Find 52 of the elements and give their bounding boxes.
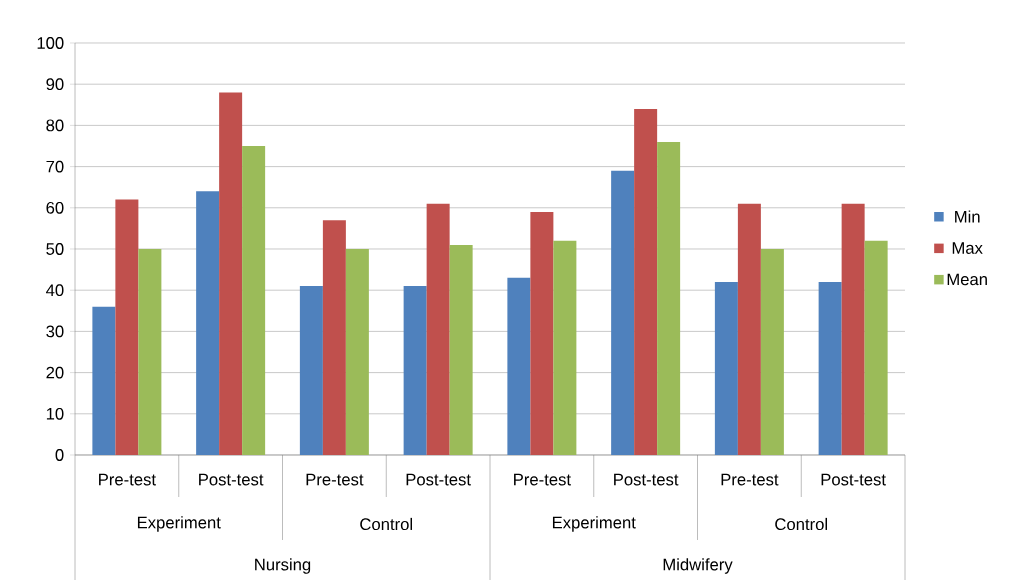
bar — [818, 281, 842, 455]
text: Nursing — [255, 558, 311, 574]
bar — [737, 203, 761, 455]
bar — [449, 244, 473, 455]
bar — [634, 108, 658, 455]
bar — [841, 203, 865, 455]
y-tick-label: 30 — [46, 325, 64, 338]
bar — [92, 306, 116, 455]
y-tick-label: 0 — [55, 449, 64, 461]
y-tick-label: 90 — [46, 78, 64, 91]
text: Control — [775, 517, 827, 531]
y-tick-label: 100 — [37, 37, 64, 49]
bar — [242, 146, 266, 455]
y-tick-label: 70 — [46, 160, 64, 173]
text: Experiment — [552, 516, 636, 532]
text: Midwifery — [663, 558, 733, 574]
bar — [611, 170, 635, 455]
y-tick-label: 80 — [46, 119, 64, 132]
bar — [507, 277, 531, 455]
bar — [345, 249, 369, 455]
bar — [426, 203, 450, 455]
bar — [657, 141, 681, 455]
legend-label: Mean — [947, 273, 987, 286]
bar — [714, 281, 738, 455]
x-tick-label: Pre-test — [99, 473, 156, 486]
bar — [322, 220, 346, 455]
bar — [553, 240, 577, 455]
bar — [299, 286, 323, 455]
legend-label: Min — [955, 210, 980, 223]
y-tick-label: 60 — [46, 201, 64, 214]
y-tick-label: 10 — [46, 407, 64, 420]
y-tick-label: 20 — [46, 366, 64, 379]
x-tick-label: Post-test — [406, 473, 471, 486]
y-tick-label: 40 — [46, 284, 64, 297]
x-tick-label: Post-test — [614, 473, 679, 486]
x-tick-label: Pre-test — [306, 473, 364, 486]
bar — [760, 249, 784, 455]
x-tick-label: Pre-test — [514, 473, 571, 486]
bar — [138, 249, 162, 455]
bar — [115, 199, 139, 455]
text: Experiment — [137, 516, 221, 532]
y-tick-label: 50 — [46, 243, 64, 255]
legend-label: Max — [952, 242, 983, 254]
bar — [196, 191, 220, 455]
bar — [530, 211, 554, 455]
bar — [403, 286, 427, 455]
bar — [219, 92, 243, 455]
x-tick-label: Post-test — [199, 473, 264, 486]
bar — [864, 240, 888, 455]
x-tick-label: Pre-test — [721, 473, 779, 486]
x-tick-label: Post-test — [821, 473, 886, 486]
text: Control — [360, 517, 412, 531]
